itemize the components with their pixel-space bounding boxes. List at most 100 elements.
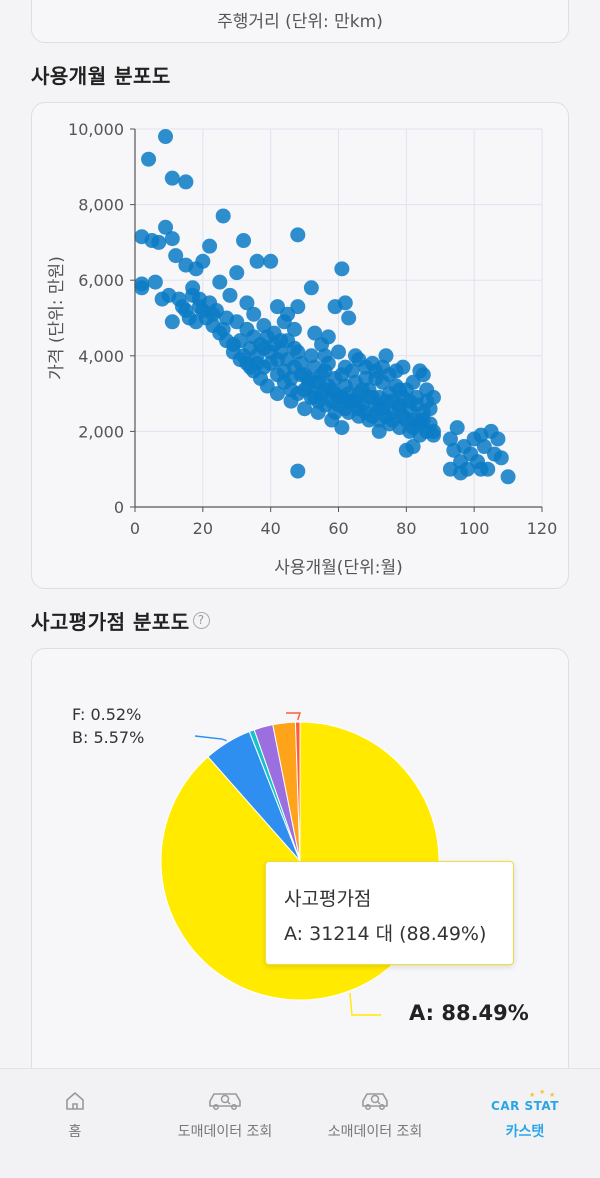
scatter-point	[141, 151, 157, 167]
scatter-point	[320, 329, 336, 345]
accident-title-text: 사고평가점 분포도	[31, 610, 190, 634]
scatter-point	[219, 333, 235, 349]
x-tick-label: 60	[328, 519, 348, 538]
scatter-point	[442, 431, 458, 447]
scatter-point	[195, 302, 211, 318]
scatter-point	[453, 465, 469, 481]
scatter-point	[229, 265, 245, 281]
mileage-chart-card: 주행거리 (단위: 만km)	[31, 0, 569, 43]
pie-chart-card: F: 0.52% B: 5.57% A: 88.49% 사고평가점 A: 312…	[31, 648, 569, 1108]
scatter-point	[164, 170, 180, 186]
x-tick-label: 20	[193, 519, 213, 538]
scatter-point	[358, 359, 374, 375]
y-tick-label: 6,000	[78, 271, 124, 290]
scatter-point	[334, 261, 350, 277]
scatter-point	[222, 287, 238, 303]
scatter-point	[388, 363, 404, 379]
pie-slice-f[interactable]	[294, 721, 301, 862]
scatter-point	[236, 233, 252, 249]
scatter-point	[188, 314, 204, 330]
scatter-point	[331, 344, 346, 360]
pie-label-b: B: 5.57%	[72, 728, 145, 747]
scatter-point	[263, 355, 279, 371]
scatter-point	[405, 439, 421, 455]
pie-leader-line	[349, 992, 381, 1016]
scatter-point	[317, 382, 333, 398]
home-icon	[66, 1092, 84, 1110]
scatter-point	[185, 287, 201, 303]
pie-leader-line	[286, 712, 301, 721]
scatter-point	[151, 234, 167, 250]
nav-carstat-label: 카스탯	[505, 1124, 545, 1140]
scatter-point	[239, 295, 255, 311]
scatter-point	[202, 238, 218, 254]
scatter-point	[212, 274, 228, 290]
x-tick-label: 100	[459, 519, 490, 538]
nav-carstat[interactable]: ★ ★ ★ CAR STAT 카스탯	[450, 1069, 600, 1178]
nav-retail-label: 소매데이터 조회	[327, 1124, 423, 1140]
y-tick-label: 4,000	[78, 347, 124, 366]
scatter-point	[290, 463, 306, 479]
x-tick-label: 40	[260, 519, 280, 538]
scatter-point	[347, 348, 363, 364]
scatter-point	[164, 231, 180, 247]
usage-section-title: 사용개월 분포도	[31, 64, 171, 88]
scatter-chart-card: 0 20 40 60 80 100 120 0 2,000 4,000 6,000 8,000 10,0…	[31, 102, 569, 589]
y-tick-label: 10,000	[68, 120, 124, 139]
nav-retail[interactable]: 소매데이터 조회	[300, 1069, 450, 1178]
scatter-point	[168, 248, 184, 264]
scatter-point	[158, 219, 174, 235]
scatter-point	[405, 374, 421, 390]
scatter-point	[263, 253, 279, 269]
pie-tooltip: 사고평가점 A: 31214 대 (88.49%)	[265, 861, 514, 965]
scatter-point	[422, 401, 438, 417]
x-tick-label: 80	[396, 519, 416, 538]
pie-label-a: A: 88.49%	[409, 1001, 529, 1025]
scatter-point	[134, 280, 150, 296]
scatter-point	[419, 382, 435, 398]
scatter-point	[371, 389, 387, 405]
star-icon: ★	[529, 1091, 536, 1099]
scatter-point	[337, 359, 353, 375]
scatter-point	[385, 412, 401, 428]
scatter-point	[164, 314, 180, 330]
accident-section-title: 사고평가점 분포도 ?	[31, 606, 210, 635]
scatter-point	[337, 295, 353, 311]
scatter-point	[412, 363, 428, 379]
scatter-point	[242, 359, 258, 375]
scatter-point	[310, 393, 326, 409]
scatter-point	[317, 348, 333, 364]
scatter-point	[364, 408, 380, 424]
scatter-point	[303, 280, 319, 296]
scatter-point	[303, 348, 319, 364]
scatter-point	[449, 420, 465, 436]
nav-home-label: 홈	[68, 1124, 82, 1140]
scatter-point	[232, 333, 248, 349]
y-tick-label: 0	[114, 498, 124, 517]
scatter-point	[280, 306, 296, 322]
scatter-point	[286, 321, 302, 337]
y-tick-label: 2,000	[78, 422, 124, 441]
scatter-point	[178, 257, 194, 273]
pie-label-f: F: 0.52%	[72, 705, 142, 724]
carstat-logo: CAR STAT	[491, 1099, 559, 1113]
scatter-point	[307, 325, 323, 341]
scatter-point	[392, 401, 408, 417]
nav-wholesale[interactable]: 도매데이터 조회	[150, 1069, 300, 1178]
x-tick-label: 120	[527, 519, 558, 538]
scatter-point	[409, 397, 425, 413]
scatter-point	[500, 469, 516, 485]
nav-home[interactable]: 홈	[0, 1069, 150, 1178]
y-tick-label: 8,000	[78, 196, 124, 215]
x-tick-label: 0	[130, 519, 140, 538]
scatter-point	[154, 291, 170, 307]
star-icon: ★	[539, 1088, 546, 1096]
scatter-point	[256, 340, 272, 356]
tooltip-value: A: 31214 대 (88.49%)	[284, 923, 487, 945]
scatter-point	[158, 129, 174, 145]
question-circle-icon[interactable]: ?	[192, 612, 210, 629]
scatter-point	[490, 431, 506, 447]
scatter-point	[215, 208, 231, 224]
scatter-chart: 0 20 40 60 80 100 120 0 2,000 4,000 6,000 8,000 10,0…	[47, 120, 558, 578]
scatter-point	[412, 412, 428, 428]
